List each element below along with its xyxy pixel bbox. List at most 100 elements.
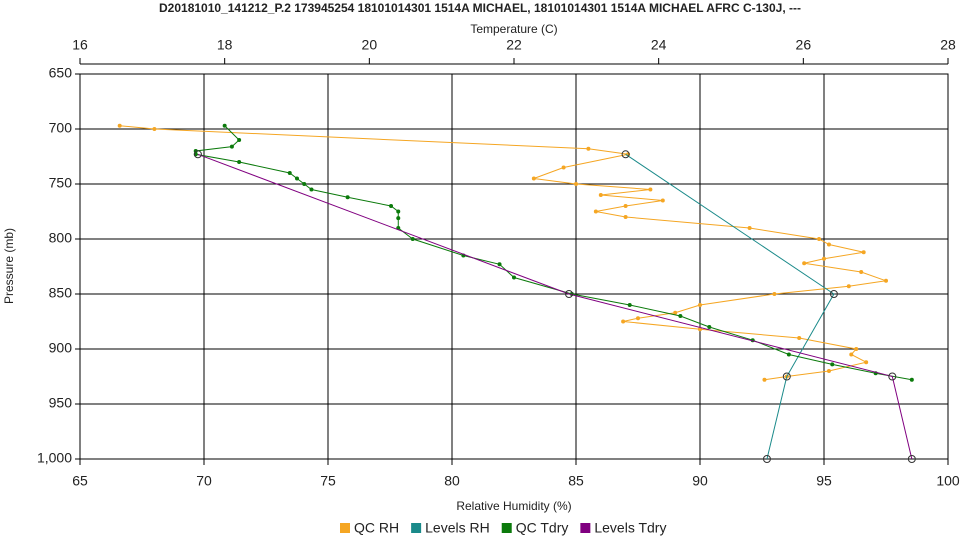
level-marker (782, 372, 791, 381)
data-point (237, 138, 242, 142)
data-point (648, 187, 653, 192)
data-point (410, 237, 415, 241)
data-point (512, 275, 516, 280)
legend-swatch (340, 523, 350, 533)
legend-label: Levels Tdry (594, 520, 666, 536)
data-point (561, 165, 566, 170)
data-point (345, 195, 350, 200)
data-point (623, 215, 628, 219)
x2-tick-label: 28 (940, 37, 956, 53)
data-point (698, 303, 702, 307)
level-marker (564, 290, 573, 298)
data-point (822, 256, 826, 261)
data-point (237, 160, 242, 164)
x2-tick-label: 20 (362, 37, 378, 53)
data-point (598, 193, 603, 197)
x-tick-label: 100 (936, 473, 960, 489)
level-marker (762, 455, 771, 463)
y-tick-label: 1,000 (37, 450, 72, 466)
level-marker (829, 290, 838, 298)
data-point (678, 314, 683, 318)
data-point (593, 209, 598, 214)
data-point (396, 216, 401, 221)
x2-tick-label: 16 (72, 37, 88, 53)
x-tick-label: 75 (320, 473, 336, 489)
data-point (884, 278, 888, 283)
y-tick-label: 950 (49, 395, 73, 411)
data-point (802, 261, 807, 266)
y-tick-label: 700 (49, 120, 73, 136)
y-tick-label: 750 (49, 175, 73, 191)
legend-label: Levels RH (425, 520, 490, 536)
plot-area (79, 73, 949, 460)
x-tick-label: 85 (568, 473, 584, 489)
data-point (229, 144, 234, 149)
x-tick-label: 95 (816, 473, 832, 489)
y-tick-label: 850 (49, 285, 73, 301)
data-point (531, 176, 536, 181)
data-point (117, 123, 122, 128)
x-tick-label: 90 (692, 473, 708, 489)
data-point (747, 226, 752, 230)
data-point (295, 176, 299, 181)
data-point (762, 377, 767, 382)
x-tick-label: 70 (196, 473, 212, 489)
legend-label: QC RH (354, 520, 399, 536)
x2-axis-title: Temperature (C) (470, 22, 557, 36)
data-point (864, 360, 869, 365)
data-point (396, 209, 401, 214)
data-point (797, 336, 802, 340)
level-marker (907, 455, 916, 463)
data-point (152, 127, 157, 131)
series-line (197, 153, 913, 460)
legend-swatch (580, 523, 591, 533)
data-point (660, 198, 665, 203)
data-point (586, 146, 591, 151)
y-tick-label: 900 (49, 340, 73, 356)
y-tick-label: 800 (49, 230, 73, 246)
data-point (389, 204, 394, 208)
data-point (302, 182, 307, 186)
data-point (830, 362, 835, 367)
legend-label: QC Tdry (516, 520, 569, 536)
data-point (627, 303, 632, 307)
data-point (574, 182, 578, 186)
data-point (846, 284, 851, 289)
data-point (309, 187, 314, 192)
data-point (826, 242, 831, 247)
data-point (786, 352, 791, 357)
level-marker (193, 150, 202, 159)
level-marker (621, 150, 630, 159)
data-point (772, 292, 777, 296)
data-point (909, 377, 914, 382)
y-axis-title: Pressure (mb) (2, 228, 16, 304)
data-point (621, 319, 626, 324)
x2-tick-label: 18 (217, 37, 233, 53)
x2-tick-label: 22 (506, 37, 522, 53)
data-point (636, 316, 640, 321)
data-point (817, 237, 822, 241)
data-point (861, 250, 866, 255)
data-point (497, 262, 502, 267)
x-tick-label: 80 (444, 473, 460, 489)
legend-swatch (411, 523, 422, 533)
data-point (673, 310, 678, 315)
x2-tick-label: 26 (796, 37, 812, 53)
data-point (623, 204, 628, 208)
x2-tick-label: 24 (651, 37, 667, 53)
data-point (222, 123, 227, 128)
data-point (854, 347, 859, 351)
chart-title: D20181010_141212_P.2 173945254 181010143… (159, 1, 801, 15)
x-axis-title: Relative Humidity (%) (456, 499, 571, 513)
x-tick-label: 65 (72, 473, 88, 489)
series-line (195, 125, 912, 381)
y-tick-label: 650 (49, 65, 73, 81)
series-line (625, 153, 835, 460)
data-point (707, 325, 712, 329)
level-marker (888, 372, 897, 381)
legend-swatch (501, 523, 512, 533)
data-point (849, 352, 854, 357)
data-point (826, 369, 831, 373)
data-point (859, 270, 864, 274)
